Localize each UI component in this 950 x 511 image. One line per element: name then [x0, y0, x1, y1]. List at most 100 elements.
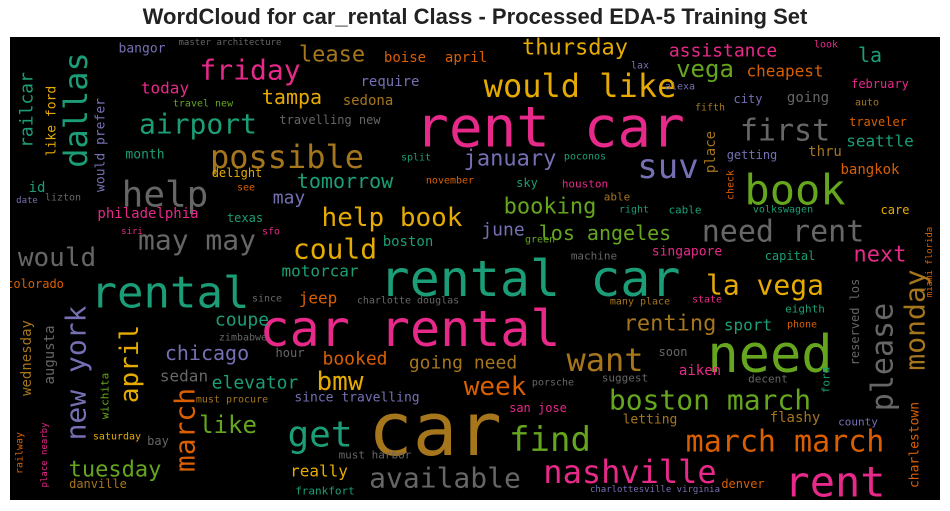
word-help-book: help book — [322, 203, 463, 233]
word-chicago: chicago — [165, 341, 249, 365]
word-tuesday: tuesday — [69, 458, 162, 483]
word-jeep: jeep — [299, 289, 338, 308]
word-motorcar: motorcar — [281, 262, 358, 281]
word-please: please — [866, 303, 901, 411]
word-houston: houston — [562, 178, 608, 191]
word-today: today — [141, 79, 190, 98]
word-decent: decent — [748, 373, 788, 386]
word-tampa: tampa — [262, 85, 322, 109]
word-week: week — [464, 372, 527, 402]
word-miami-florida: miami florida — [925, 227, 935, 297]
word-travel-new: travel new — [173, 99, 234, 110]
word-bmw: bmw — [317, 367, 364, 397]
word-find: find — [509, 420, 591, 460]
word-june: june — [481, 220, 524, 241]
word-booking: booking — [504, 195, 597, 220]
word-march-march: march march — [686, 425, 885, 460]
word-seattle: seattle — [846, 132, 913, 151]
word-must-procure: must procure — [196, 395, 268, 406]
word-state: state — [692, 295, 722, 306]
word-cheapest: cheapest — [746, 62, 823, 81]
word-march: march — [169, 388, 202, 472]
word-nashville: nashville — [543, 453, 716, 491]
word-since-travelling: since travelling — [294, 391, 419, 406]
word-porsche: porsche — [532, 378, 574, 389]
word-zimbabwe: zimbabwe — [219, 333, 267, 344]
word-philadelphia: philadelphia — [97, 206, 198, 222]
word-monday: monday — [899, 269, 932, 370]
word-new-york: new york — [60, 305, 93, 440]
word-rent: rent — [784, 458, 885, 501]
word-charlestown: charlestown — [908, 402, 923, 488]
word-april: april — [115, 325, 145, 403]
word-rental-car: rental car — [379, 250, 680, 308]
word-able: able — [604, 191, 631, 204]
word-colorado: colorado — [10, 277, 64, 291]
word-fifth: fifth — [695, 103, 725, 114]
word-would-like: would like — [484, 67, 677, 105]
word-master-architecture: master architecture — [179, 38, 282, 48]
word-cable: cable — [668, 204, 701, 217]
word-bangkok: bangkok — [840, 162, 900, 178]
word-travelling-new: travelling new — [279, 113, 381, 127]
word-soon: soon — [659, 345, 688, 359]
word-rent-car: rent car — [415, 96, 685, 161]
word-like-ford: like ford — [45, 86, 60, 156]
word-vega: vega — [676, 55, 734, 83]
word-help: help — [122, 175, 209, 216]
word-car: car — [368, 387, 502, 473]
word-like: like — [199, 411, 257, 439]
word-la-vega: la vega — [706, 269, 824, 302]
word-boston: boston — [383, 234, 434, 250]
word-lax: lax — [631, 61, 649, 72]
word-first: first — [740, 114, 830, 149]
word-really: really — [290, 462, 348, 481]
word-poconos: poconos — [564, 152, 606, 163]
word-booked: booked — [322, 349, 387, 370]
word-check: check — [726, 170, 737, 200]
word-green: green — [525, 235, 555, 246]
word-split: split — [401, 153, 431, 164]
word-wednesday: wednesday — [19, 320, 35, 396]
word-boston-march: boston march — [609, 384, 811, 417]
word-ford: ford — [820, 367, 833, 394]
word-dallas: dallas — [57, 52, 95, 168]
word-right: right — [619, 205, 649, 216]
word-thru: thru — [808, 144, 842, 160]
word-flashy: flashy — [770, 410, 821, 426]
word-charlotte-douglas: charlotte douglas — [357, 296, 459, 307]
word-railway: railway — [15, 432, 26, 474]
word-going: going — [787, 90, 829, 106]
word-may: may — [273, 188, 306, 209]
word-boise: boise — [384, 50, 426, 66]
word-february: february — [851, 77, 909, 91]
word-would-prefer: would prefer — [94, 98, 109, 192]
word-november: november — [426, 176, 474, 187]
word-san-jose: san jose — [509, 401, 567, 415]
word-siri: siri — [121, 227, 143, 237]
word-capital: capital — [765, 249, 816, 263]
word-coupe: coupe — [215, 310, 269, 331]
word-reserved-los: reserved los — [848, 279, 862, 366]
word-eighth: eighth — [785, 303, 825, 316]
chart-title: WordCloud for car_rental Class - Process… — [142, 4, 808, 29]
word-book: book — [744, 166, 845, 215]
word-place-nearby: place nearby — [40, 422, 50, 488]
word-alexa: alexa — [665, 82, 695, 93]
wordcloud-canvas: rent car car rental car car rental need book r… — [10, 37, 940, 500]
word-sedan: sedan — [160, 367, 208, 386]
word-rental: rental — [91, 268, 250, 319]
word-elevator: elevator — [212, 373, 299, 394]
word-must-harbor: must harbor — [339, 449, 412, 462]
word-possible: possible — [210, 138, 364, 176]
word-los-angeles: los angeles — [539, 221, 671, 245]
word-bay: bay — [147, 434, 169, 448]
word-lease: lease — [299, 43, 365, 68]
word-airport: airport — [139, 108, 257, 141]
word-county: county — [838, 416, 878, 429]
word-available: available — [369, 462, 521, 495]
word-saturday: saturday — [93, 432, 141, 443]
word-volkswagen: volkswagen — [753, 205, 813, 216]
word-january: january — [464, 147, 557, 172]
